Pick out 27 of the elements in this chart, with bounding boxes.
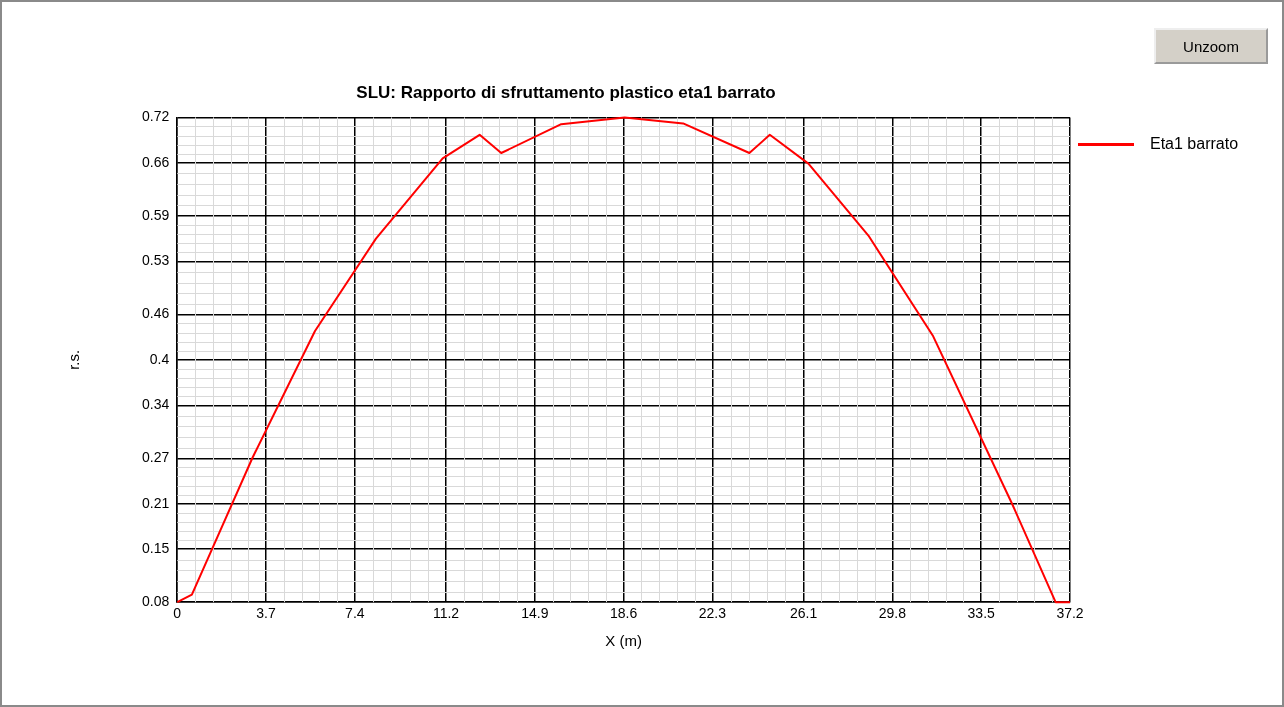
y-tick-label: 0.59 <box>142 206 170 223</box>
x-tick-label: 22.3 <box>698 605 727 622</box>
y-axis-title: r.s. <box>65 349 83 370</box>
x-tick-label: 7.4 <box>345 605 365 622</box>
x-tick-label: 33.5 <box>967 605 996 622</box>
y-tick-label: 0.15 <box>142 540 170 557</box>
y-tick-label: 0.46 <box>142 305 170 322</box>
y-tick-label: 0.72 <box>142 108 170 125</box>
y-tick-label: 0.21 <box>142 494 170 511</box>
unzoom-button: Unzoom <box>1154 28 1268 64</box>
y-tick-label: 0.4 <box>149 350 170 367</box>
x-tick-label: 0 <box>173 605 182 622</box>
x-tick-label: 14.9 <box>521 605 549 622</box>
x-tick-label: 29.8 <box>878 605 907 622</box>
x-tick-label: 11.2 <box>432 605 460 622</box>
y-tick-label: 0.34 <box>142 396 170 413</box>
y-tick-label: 0.08 <box>142 593 170 610</box>
x-tick-label: 26.1 <box>789 605 818 622</box>
y-tick-label: 0.53 <box>142 252 170 269</box>
x-tick-label: 3.7 <box>256 605 276 622</box>
y-tick-label: 0.27 <box>142 449 170 466</box>
x-tick-label: 18.6 <box>610 605 638 622</box>
legend-label: Eta1 barrato <box>1150 135 1239 153</box>
x-tick-label: 37.2 <box>1056 605 1084 622</box>
y-tick-label: 0.66 <box>142 153 170 170</box>
chart-title: SLU: Rapporto di sfruttamento plastico eta1 barrato <box>356 82 776 102</box>
x-axis-title: X (m) <box>605 632 642 650</box>
